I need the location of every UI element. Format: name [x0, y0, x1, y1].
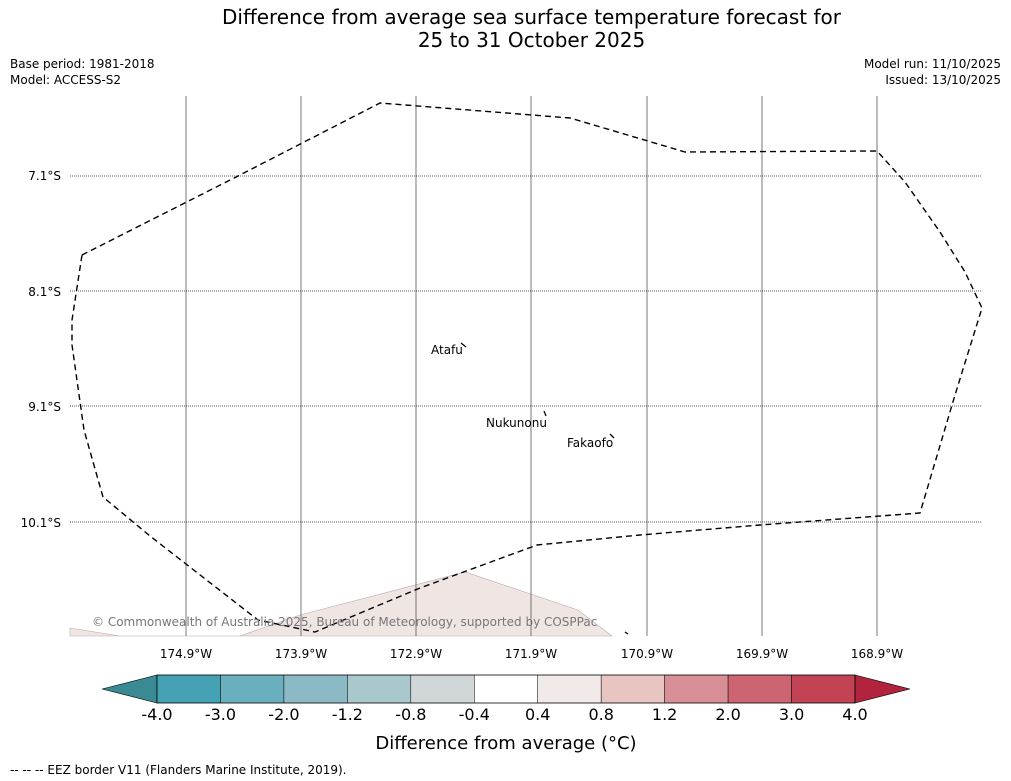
- model-run: Model run: 11/10/2025: [863, 57, 1001, 71]
- lat-label: 7.1°S: [28, 169, 61, 183]
- colorbar-tick-label: 0.4: [525, 705, 550, 724]
- colorbar-ticks: -4.0 -3.0 -2.0 -1.2 -0.8 -0.4 0.4 0.8 1.2 2.0 3.0 4…: [141, 705, 867, 724]
- copyright-text: © Commonwealth of Australia 2025, Bureau…: [92, 615, 597, 629]
- lon-label: 172.9°W: [390, 647, 442, 661]
- colorbar-tick-label: 4.0: [842, 705, 867, 724]
- colorbar-tick-label: 3.0: [779, 705, 804, 724]
- colorbar-label: Difference from average (°C): [375, 733, 636, 754]
- nukunonu-island: [543, 410, 547, 417]
- colorbar-segment: [474, 674, 538, 704]
- title-line-1: Difference from average sea surface temp…: [221, 5, 841, 29]
- fakaofo-island: [609, 433, 615, 439]
- place-label-fakaofo: Fakaofo: [567, 436, 613, 450]
- base-period: Base period: 1981-2018: [10, 57, 155, 71]
- colorbar-tick-label: -4.0: [141, 705, 172, 724]
- place-label-nukunonu: Nukunonu: [486, 416, 547, 430]
- colorbar-tick-label: 2.0: [715, 705, 740, 724]
- colorbar-over-arrow: [854, 674, 911, 704]
- lon-label: 168.9°W: [851, 647, 903, 661]
- colorbar: -4.0 -3.0 -2.0 -1.2 -0.8 -0.4 0.4 0.8 1.2 2.0 3.0 4…: [101, 674, 911, 754]
- colorbar-tick-label: -0.4: [459, 705, 490, 724]
- colorbar-under-arrow: [101, 674, 158, 704]
- lon-label: 174.9°W: [160, 647, 212, 661]
- colorbar-segment: [727, 674, 792, 704]
- colorbar-tick-label: -0.8: [395, 705, 426, 724]
- lon-label: 170.9°W: [621, 647, 673, 661]
- meta-right: Model run: 11/10/2025 Issued: 13/10/2025: [864, 56, 1001, 88]
- lon-label: 171.9°W: [505, 647, 557, 661]
- colorbar-tick-label: -1.2: [332, 705, 363, 724]
- colorbar-segments: [156, 674, 856, 704]
- colorbar-segment: [664, 674, 729, 704]
- meta-left: Base period: 1981-2018 Model: ACCESS-S2: [10, 56, 155, 88]
- colorbar-tick-label: 1.2: [652, 705, 677, 724]
- eez-footnote: -- -- -- EEZ border V11 (Flanders Marine…: [10, 763, 347, 777]
- colorbar-segment: [791, 674, 856, 704]
- island-marks: [460, 342, 629, 635]
- swains-mark: [624, 631, 629, 635]
- map-title: Difference from average sea surface temp…: [0, 6, 1011, 52]
- colorbar-segment: [410, 674, 475, 704]
- place-label-atafu: Atafu: [431, 343, 463, 357]
- colorbar-outline: [156, 674, 856, 704]
- colorbar-tick-label: 0.8: [588, 705, 613, 724]
- atafu-island: [460, 342, 467, 348]
- colorbar-segment: [156, 674, 221, 704]
- colorbar-segment: [600, 674, 665, 704]
- latitude-gridlines: [70, 175, 982, 523]
- lat-label: 8.1°S: [28, 285, 61, 299]
- lat-label: 9.1°S: [28, 400, 61, 414]
- colorbar-segment: [537, 674, 602, 704]
- model-name: Model: ACCESS-S2: [10, 73, 122, 87]
- longitude-gridlines: [185, 96, 878, 636]
- lon-label: 169.9°W: [736, 647, 788, 661]
- colorbar-segment: [220, 674, 285, 704]
- colorbar-tick-label: -3.0: [205, 705, 236, 724]
- colorbar-segment: [347, 674, 412, 704]
- issued-date: Issued: 13/10/2025: [885, 73, 1001, 87]
- colorbar-tick-label: -2.0: [268, 705, 299, 724]
- title-line-2: 25 to 31 October 2025: [417, 28, 646, 52]
- lat-label: 10.1°S: [21, 516, 61, 530]
- colorbar-segment: [283, 674, 348, 704]
- eez-border: [71, 102, 983, 633]
- lon-label: 173.9°W: [275, 647, 327, 661]
